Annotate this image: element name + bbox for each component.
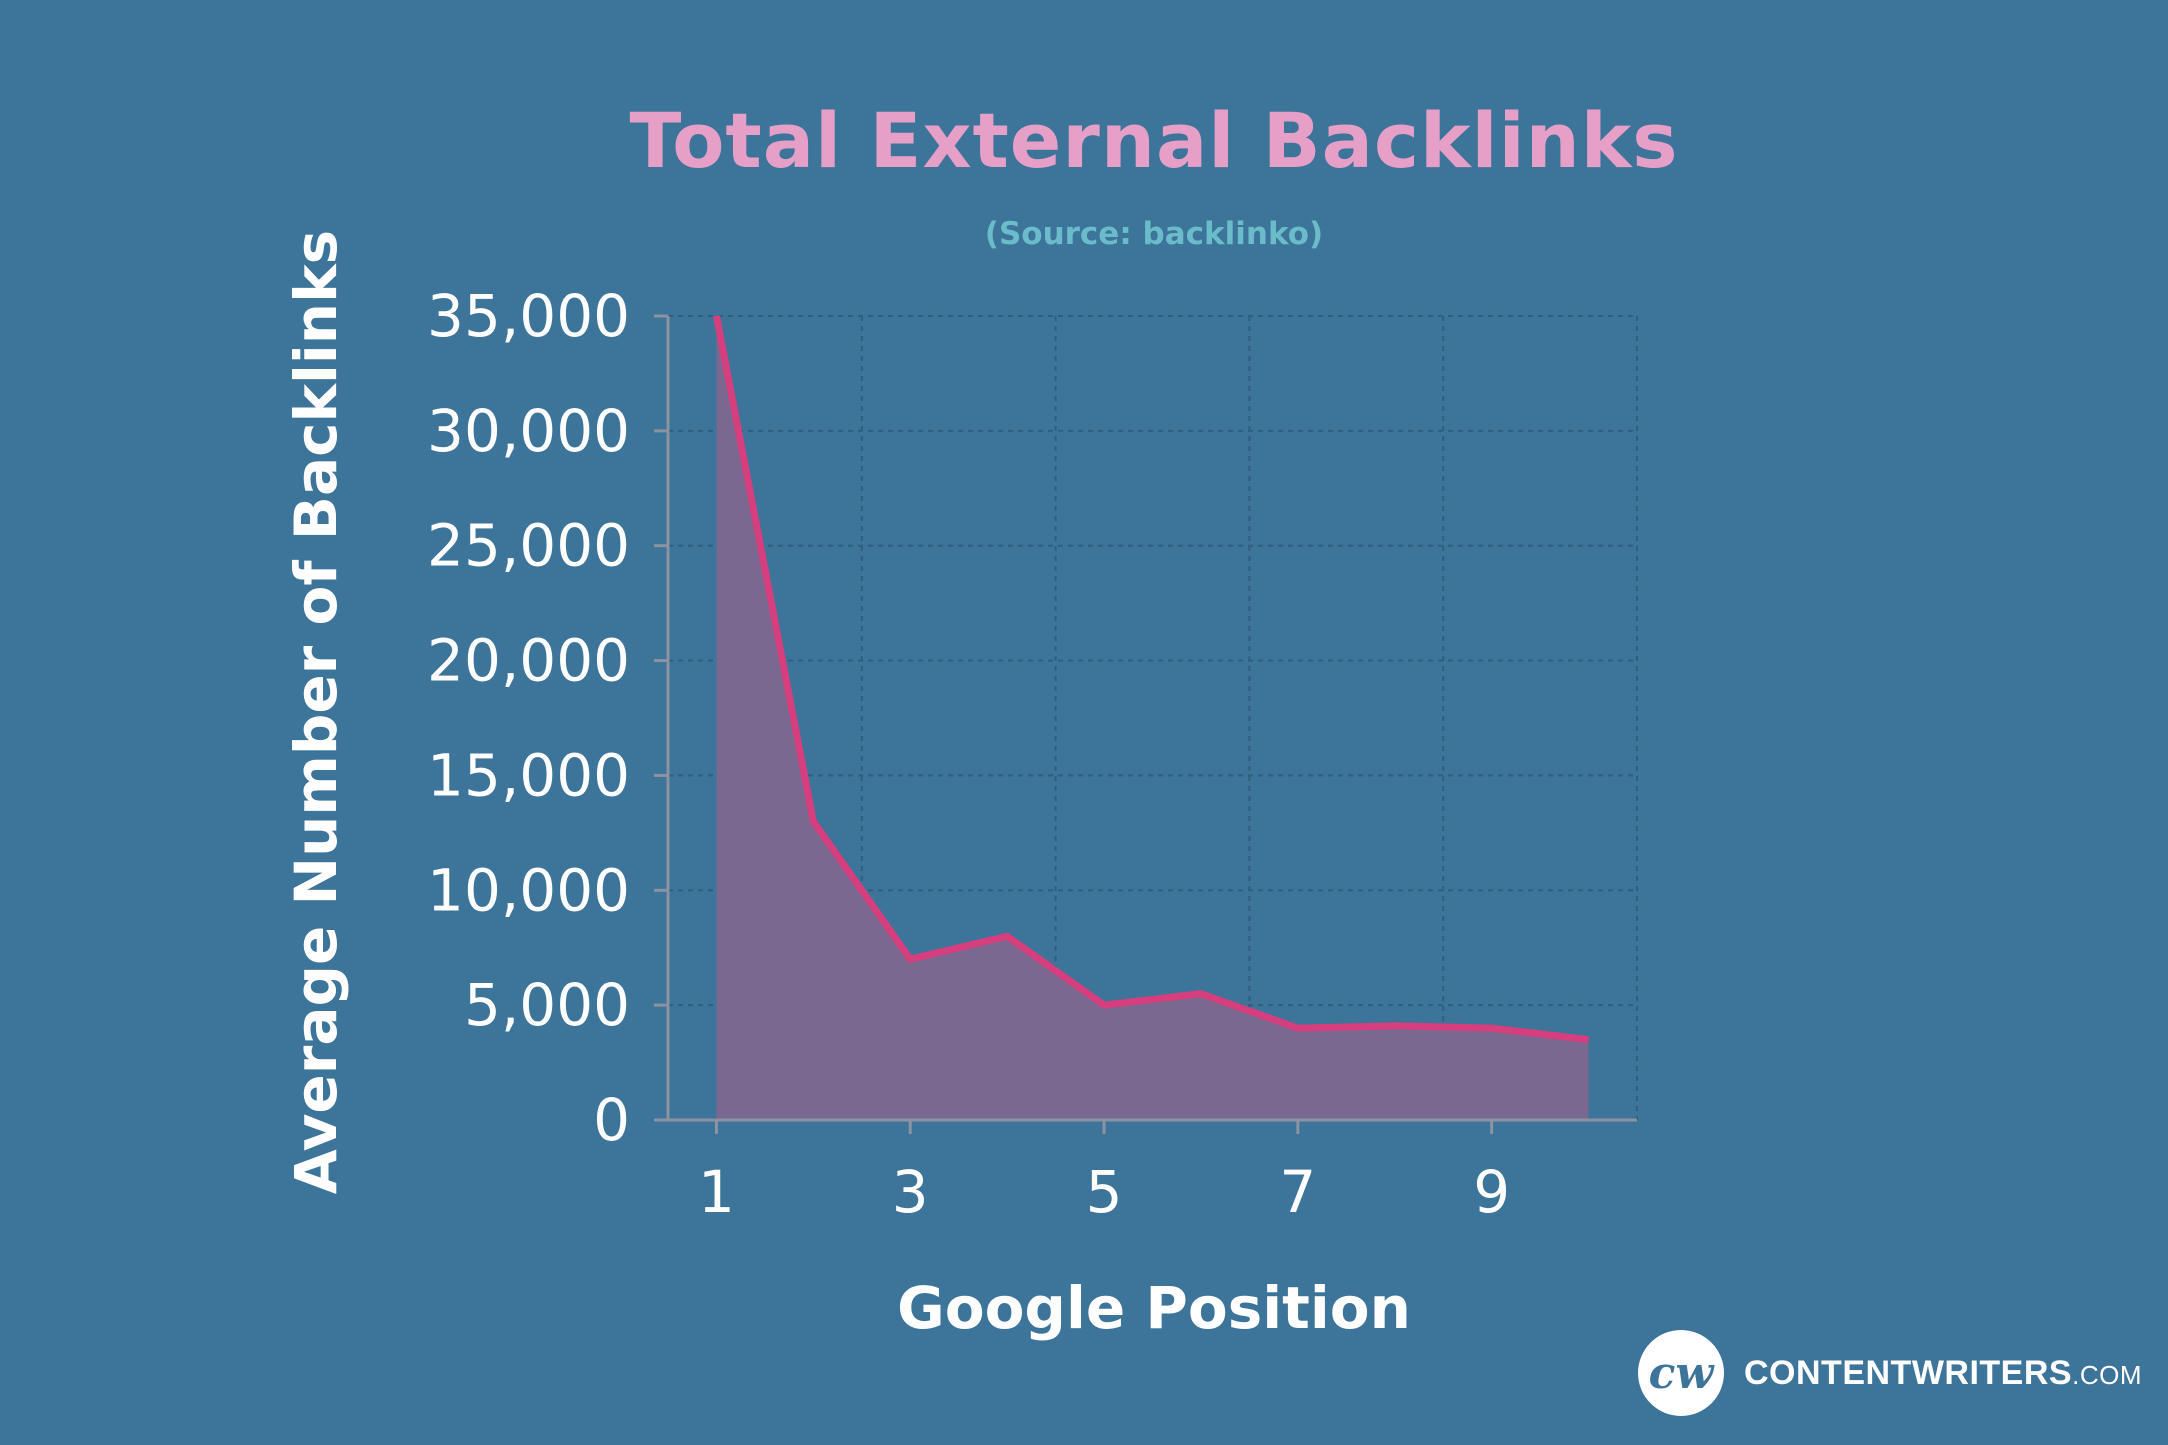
logo-suffix: .COM [2072, 1359, 2142, 1390]
x-axis-title: Google Position [897, 1274, 1411, 1342]
x-tick-label-2: 5 [1086, 1158, 1123, 1226]
x-tick-label-3: 7 [1279, 1158, 1316, 1226]
contentwriters-logo[interactable]: cw CONTENTWRITERS.COM [1638, 1330, 2142, 1416]
x-tick-label-0: 1 [698, 1158, 735, 1226]
axes [654, 314, 1637, 1134]
series-line [713, 315, 1589, 1044]
y-tick-label-5: 25,000 [427, 512, 630, 580]
y-tick-label-7: 35,000 [427, 282, 630, 350]
y-tick-label-4: 20,000 [427, 627, 630, 695]
y-tick-label-0: 0 [593, 1086, 630, 1154]
series-area [716, 316, 1589, 1120]
cw-logo-icon: cw [1638, 1330, 1724, 1416]
x-tick-labels: 1 3 5 7 9 [698, 1158, 1510, 1226]
logo-name: CONTENTWRITERS [1744, 1353, 2073, 1392]
chart-title: Total External Backlinks [629, 96, 1679, 185]
y-tick-label-3: 15,000 [427, 741, 630, 809]
y-tick-label-2: 10,000 [427, 856, 630, 924]
chart-subtitle: (Source: backlinko) [984, 216, 1324, 252]
y-tick-label-6: 30,000 [427, 397, 630, 465]
y-tick-label-1: 5,000 [464, 971, 630, 1039]
y-tick-labels: 0 5,000 10,000 15,000 20,000 25,000 30,000 35,0… [427, 282, 630, 1154]
y-axis-title: Average Number of Backlinks [282, 230, 350, 1194]
x-tick-label-1: 3 [892, 1158, 929, 1226]
x-tick-label-4: 9 [1473, 1158, 1510, 1226]
logo-text: CONTENTWRITERS.COM [1744, 1354, 2142, 1393]
